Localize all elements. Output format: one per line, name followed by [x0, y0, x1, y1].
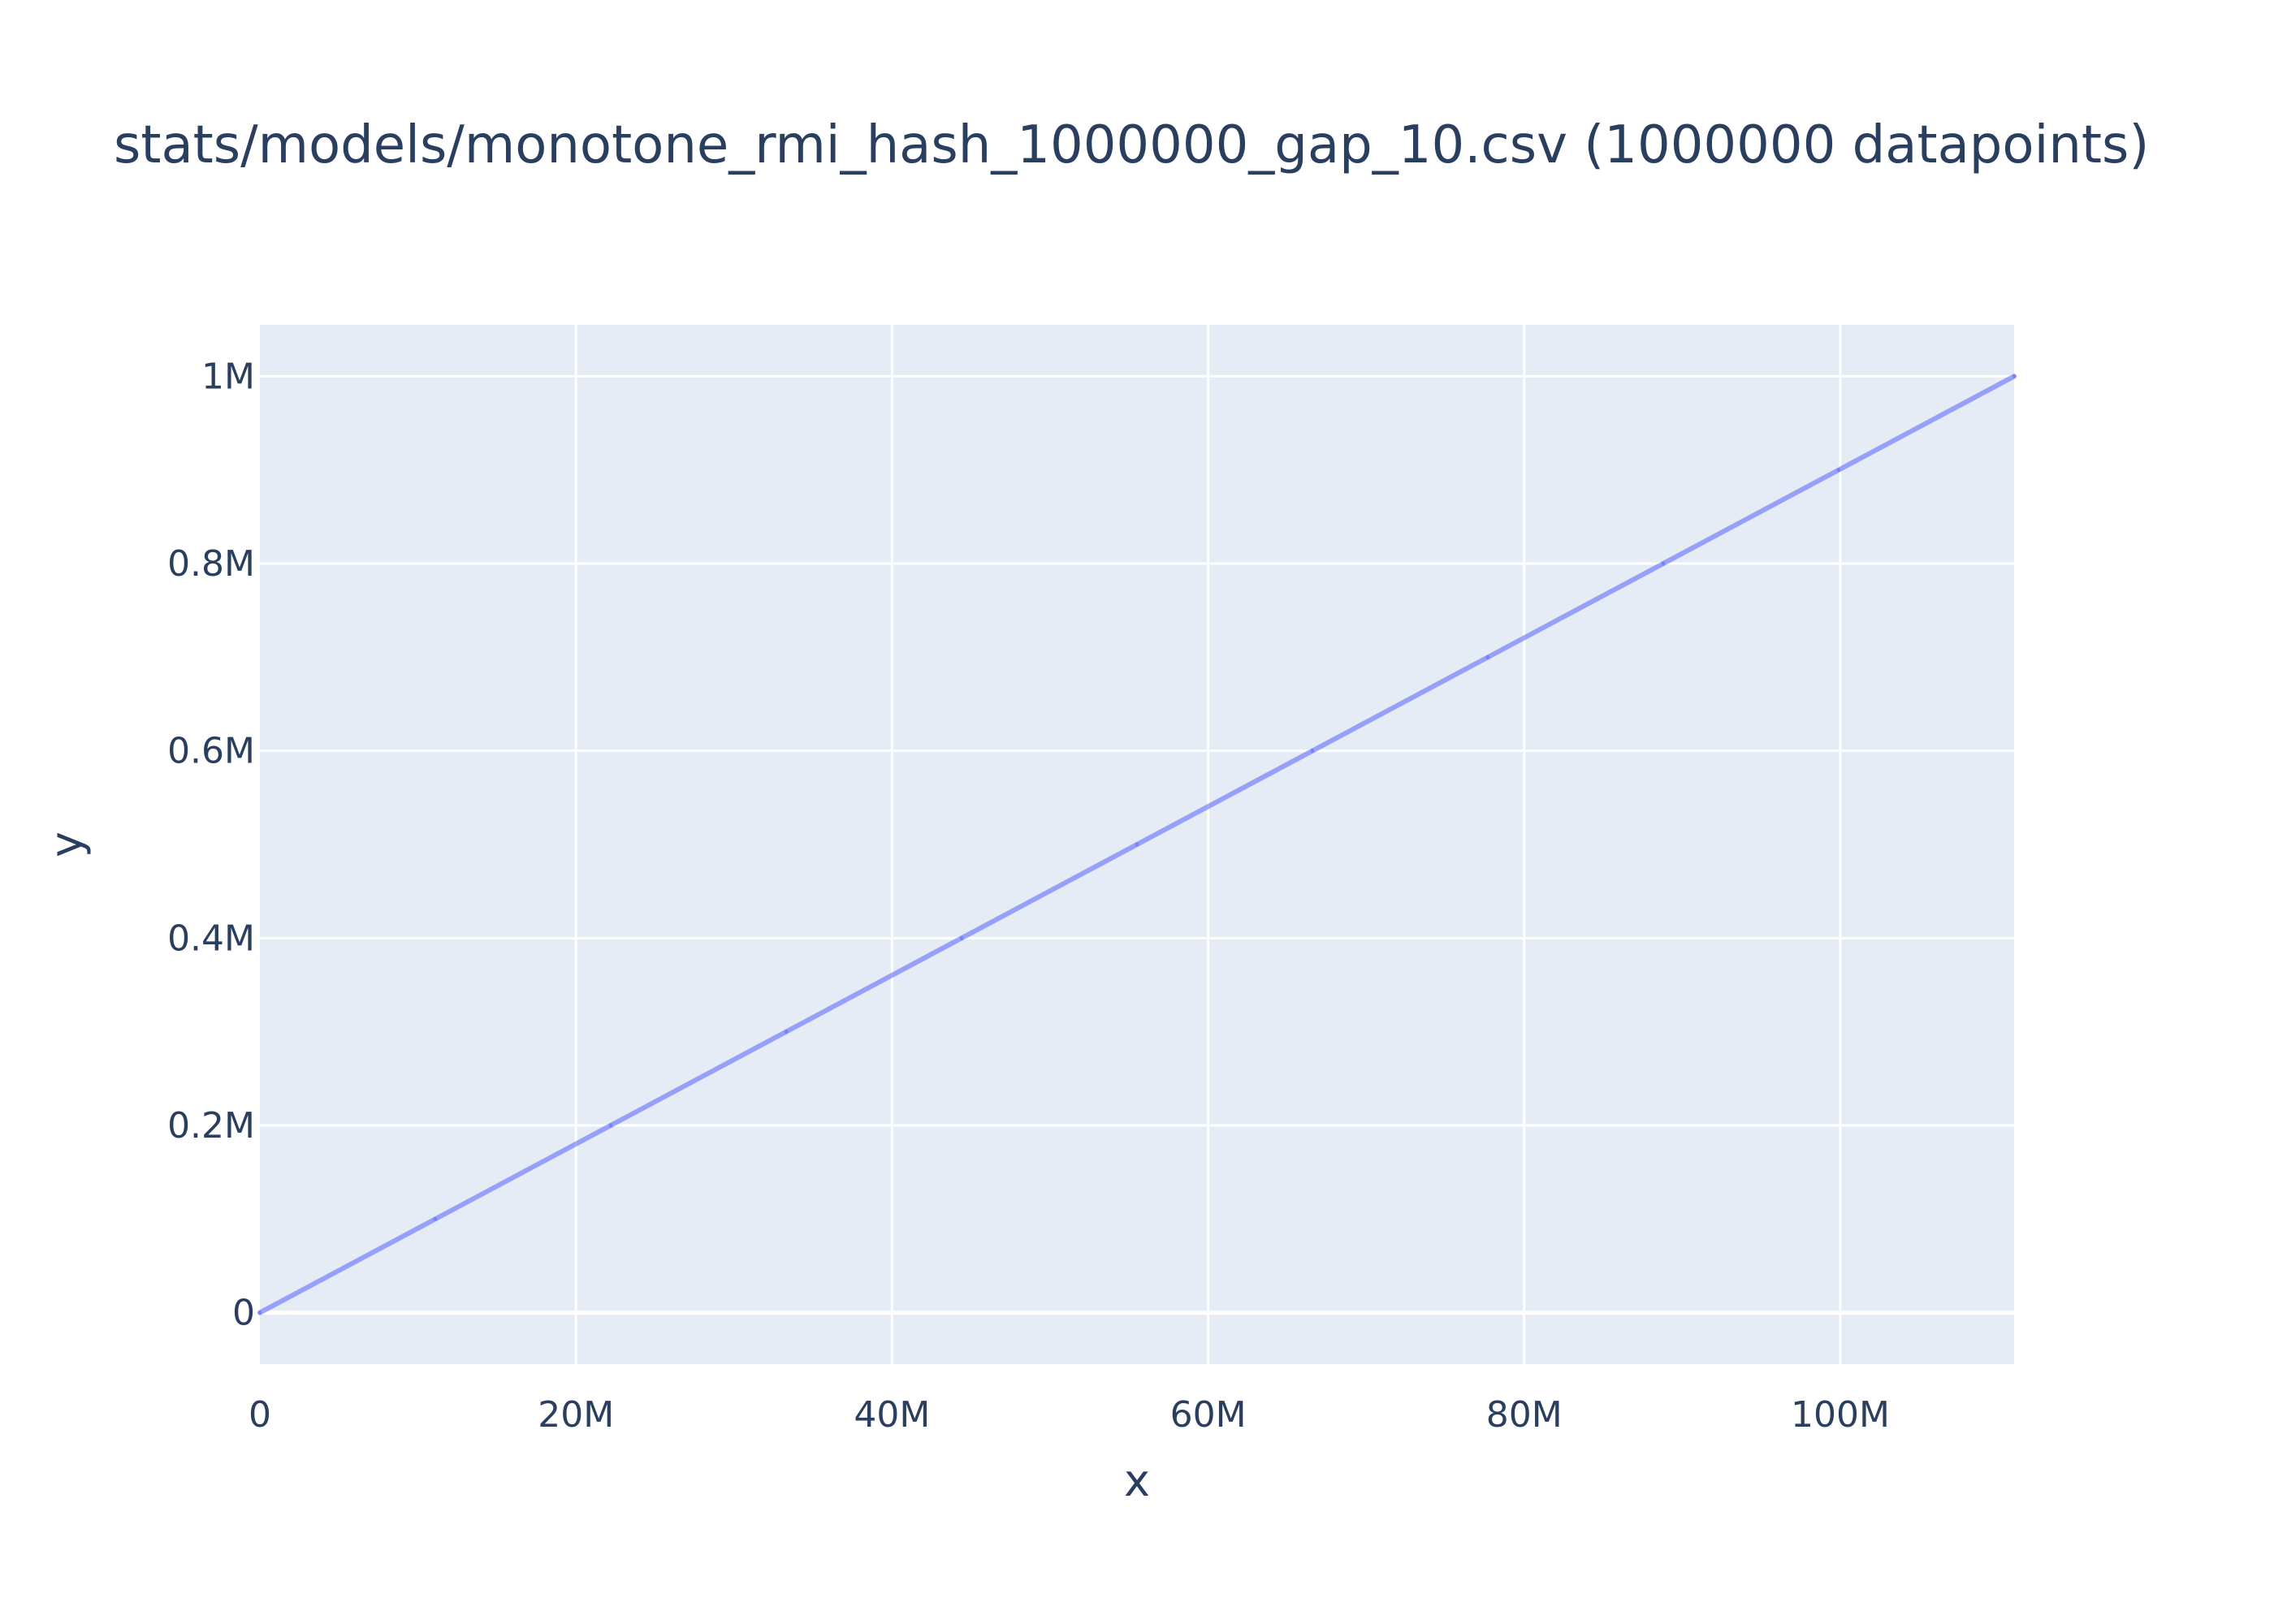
data-point — [433, 1216, 438, 1221]
x-tick-label: 40M — [854, 1394, 930, 1436]
grid-lines — [260, 325, 2014, 1364]
y-tick-label: 0 — [232, 1293, 255, 1334]
chart-title: stats/models/monotone_rmi_hash_1000000_g… — [114, 115, 2149, 175]
x-tick-label: 0 — [249, 1394, 271, 1436]
y-axis-title: y — [41, 831, 92, 857]
data-point — [257, 1311, 262, 1315]
data-point — [1836, 468, 1841, 473]
data-point — [959, 935, 964, 940]
data-point — [1661, 561, 1666, 566]
data-series — [257, 374, 2017, 1315]
data-point — [2012, 374, 2017, 378]
x-axis-title: x — [1124, 1455, 1150, 1506]
y-tick-label: 0.4M — [167, 918, 255, 959]
data-point — [1310, 749, 1315, 754]
data-point — [784, 1030, 789, 1034]
x-tick-label: 60M — [1170, 1394, 1247, 1436]
y-tick-label: 0.6M — [167, 731, 255, 772]
x-tick-label: 100M — [1791, 1394, 1890, 1436]
tick-labels: 0 20M 40M 60M 80M 100M 0 0.2M 0.4M 0.6M 0.8M 1M — [167, 356, 1890, 1436]
data-point — [608, 1123, 613, 1128]
y-tick-label: 1M — [201, 356, 255, 397]
x-tick-label: 80M — [1486, 1394, 1563, 1436]
y-tick-label: 0.8M — [167, 543, 255, 585]
data-point — [1485, 654, 1490, 659]
data-point — [1135, 842, 1139, 847]
y-tick-label: 0.2M — [167, 1105, 255, 1147]
x-tick-label: 20M — [538, 1394, 614, 1436]
